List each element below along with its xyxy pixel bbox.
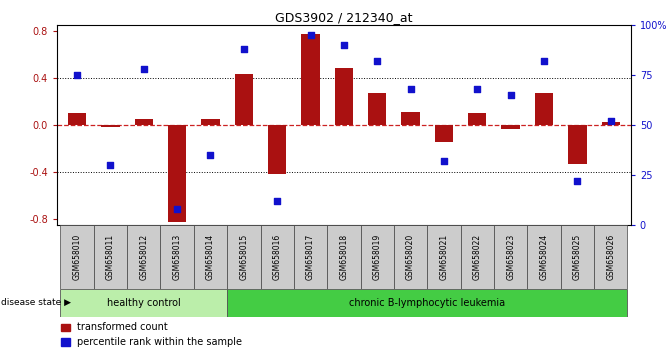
- Bar: [94, 225, 127, 289]
- Text: GSM658016: GSM658016: [272, 234, 282, 280]
- Bar: [568, 125, 586, 164]
- Bar: [235, 74, 253, 125]
- Bar: [427, 225, 460, 289]
- Bar: [101, 125, 119, 127]
- Bar: [468, 113, 486, 125]
- Bar: [227, 225, 260, 289]
- Bar: [227, 289, 627, 317]
- Text: disease state ▶: disease state ▶: [1, 298, 71, 307]
- Point: [338, 42, 349, 48]
- Text: GSM658022: GSM658022: [473, 234, 482, 280]
- Bar: [127, 225, 160, 289]
- Point: [272, 198, 282, 204]
- Point: [205, 152, 216, 158]
- Bar: [602, 122, 620, 125]
- Bar: [135, 119, 153, 125]
- Text: GSM658021: GSM658021: [440, 234, 448, 280]
- Bar: [535, 93, 553, 125]
- Point: [238, 46, 249, 52]
- Point: [505, 92, 516, 98]
- Bar: [561, 225, 594, 289]
- Point: [172, 206, 183, 212]
- Bar: [501, 125, 520, 130]
- Legend: transformed count, percentile rank within the sample: transformed count, percentile rank withi…: [57, 319, 246, 351]
- Point: [405, 86, 416, 92]
- Text: GSM658013: GSM658013: [172, 234, 182, 280]
- Text: GSM658011: GSM658011: [106, 234, 115, 280]
- Bar: [435, 125, 453, 142]
- Point: [72, 72, 83, 78]
- Point: [138, 66, 149, 72]
- Bar: [360, 225, 394, 289]
- Bar: [160, 225, 194, 289]
- Text: GSM658024: GSM658024: [539, 234, 548, 280]
- Bar: [194, 225, 227, 289]
- Text: GSM658012: GSM658012: [140, 234, 148, 280]
- Bar: [260, 225, 294, 289]
- Point: [472, 86, 482, 92]
- Text: GSM658018: GSM658018: [340, 234, 348, 280]
- Point: [605, 118, 616, 124]
- Bar: [335, 68, 353, 125]
- Text: healthy control: healthy control: [107, 298, 180, 308]
- Text: GSM658019: GSM658019: [373, 234, 382, 280]
- Text: GSM658026: GSM658026: [606, 234, 615, 280]
- Point: [572, 178, 582, 184]
- Bar: [168, 125, 187, 222]
- Bar: [60, 289, 227, 317]
- Bar: [201, 119, 219, 125]
- Point: [439, 158, 450, 164]
- Bar: [60, 225, 94, 289]
- Title: GDS3902 / 212340_at: GDS3902 / 212340_at: [275, 11, 413, 24]
- Point: [539, 58, 550, 64]
- Text: GSM658025: GSM658025: [573, 234, 582, 280]
- Bar: [394, 225, 427, 289]
- Bar: [527, 225, 561, 289]
- Text: GSM658010: GSM658010: [72, 234, 82, 280]
- Point: [105, 162, 116, 168]
- Bar: [368, 93, 386, 125]
- Bar: [494, 225, 527, 289]
- Bar: [401, 112, 420, 125]
- Text: chronic B-lymphocytic leukemia: chronic B-lymphocytic leukemia: [349, 298, 505, 308]
- Text: GSM658020: GSM658020: [406, 234, 415, 280]
- Point: [305, 32, 316, 38]
- Bar: [594, 225, 627, 289]
- Text: GSM658014: GSM658014: [206, 234, 215, 280]
- Bar: [294, 225, 327, 289]
- Text: GSM658017: GSM658017: [306, 234, 315, 280]
- Bar: [301, 34, 319, 125]
- Bar: [268, 125, 287, 174]
- Text: GSM658023: GSM658023: [506, 234, 515, 280]
- Text: GSM658015: GSM658015: [240, 234, 248, 280]
- Bar: [460, 225, 494, 289]
- Point: [372, 58, 382, 64]
- Bar: [68, 113, 86, 125]
- Bar: [327, 225, 360, 289]
